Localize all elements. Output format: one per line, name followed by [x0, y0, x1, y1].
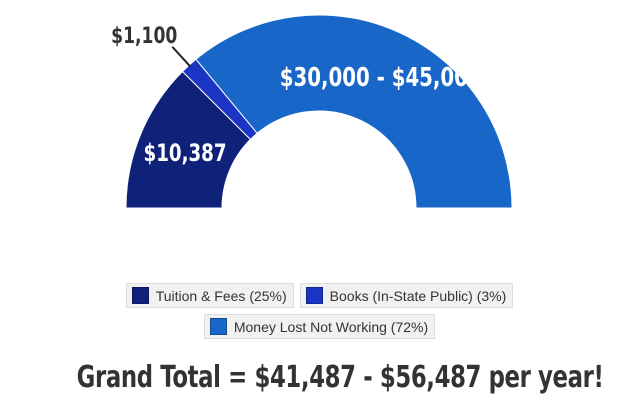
leader-line-books	[171, 46, 192, 68]
data-label-money-lost: $30,000 - $45,000	[280, 63, 482, 92]
legend-label-books: Books (In-State Public) (3%)	[329, 287, 507, 304]
data-label-books: $1,100	[111, 23, 177, 49]
grand-total: Grand Total = $41,487 - $56,487 per year…	[76, 360, 604, 395]
legend-label-tuition: Tuition & Fees (25%)	[155, 287, 287, 304]
legend-label-money-lost: Money Lost Not Working (72%)	[233, 318, 429, 335]
legend-swatch-money-lost	[209, 318, 227, 335]
legend-swatch-books	[305, 287, 323, 304]
slice-money-lost[interactable]	[195, 14, 513, 209]
legend-item-money-lost[interactable]: Money Lost Not Working (72%)	[203, 314, 436, 339]
legend-item-books[interactable]: Books (In-State Public) (3%)	[299, 283, 514, 308]
legend-row-2: Money Lost Not Working (72%)	[0, 314, 639, 339]
legend-swatch-tuition	[131, 287, 149, 304]
legend-item-tuition[interactable]: Tuition & Fees (25%)	[125, 283, 294, 308]
legend-row-1: Tuition & Fees (25%) Books (In-State Pub…	[0, 283, 639, 308]
data-label-tuition: $10,387	[144, 140, 227, 168]
